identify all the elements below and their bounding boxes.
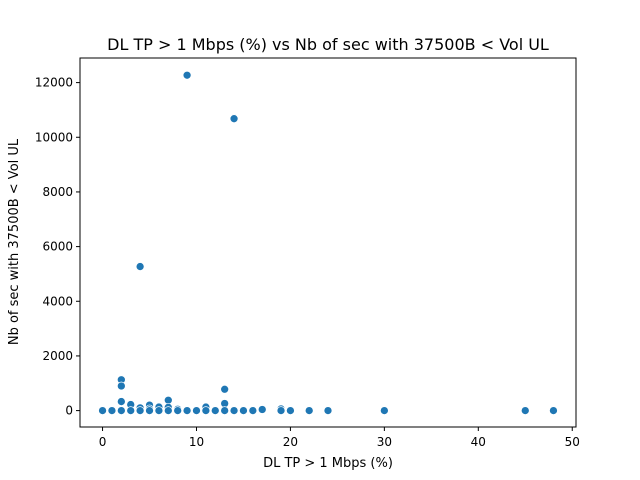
data-point [201,406,211,415]
data-point [135,262,145,271]
data-point [192,406,201,415]
y-tick-label: 12000 [35,76,73,90]
y-tick-label: 2000 [42,349,73,363]
data-point [145,406,154,415]
y-axis-label: Nb of sec with 37500B < Vol UL [7,138,22,345]
data-point [126,406,136,415]
y-axis-ticks: 0 2000 4000 6000 8000 10000 12000 [35,76,80,418]
plot-area: 0 10 20 30 40 50 0 2000 4000 6000 8000 10000 12000 [35,57,580,449]
data-point [286,406,295,415]
x-axis-label: DL TP > 1 Mbps (%) [263,456,393,471]
data-point [182,70,192,80]
axes-frame [79,57,577,428]
data-point [116,406,126,415]
data-point [257,405,267,414]
data-point [248,406,258,415]
data-point [229,406,239,415]
data-point [210,406,220,415]
x-tick-label: 50 [565,435,580,449]
data-point [229,114,239,124]
data-point [220,406,230,415]
data-point [107,406,117,415]
y-tick-label: 4000 [42,294,73,308]
x-tick-label: 20 [283,435,298,449]
data-point [520,406,530,415]
y-tick-label: 8000 [42,185,73,199]
data-point [116,381,126,391]
y-tick-label: 0 [65,404,73,418]
data-point [182,406,192,415]
y-tick-label: 10000 [35,130,73,144]
data-point [276,406,286,415]
chart-title: DL TP > 1 Mbps (%) vs Nb of sec with 375… [107,35,549,54]
data-point [173,406,183,415]
data-point [304,406,314,415]
x-tick-label: 30 [377,435,392,449]
data-point [380,406,389,415]
data-point [163,406,173,415]
x-tick-label: 0 [99,435,107,449]
data-point [239,406,248,415]
x-tick-label: 10 [189,435,204,449]
data-point [549,406,558,415]
data-points [98,70,558,415]
data-point [323,406,333,415]
data-point [98,406,107,415]
data-point [135,406,145,415]
x-tick-label: 40 [471,435,486,449]
y-tick-label: 6000 [42,240,73,254]
data-point [220,384,230,394]
data-point [116,397,126,406]
data-point [154,406,164,415]
x-axis-ticks: 0 10 20 30 40 50 [99,427,580,449]
